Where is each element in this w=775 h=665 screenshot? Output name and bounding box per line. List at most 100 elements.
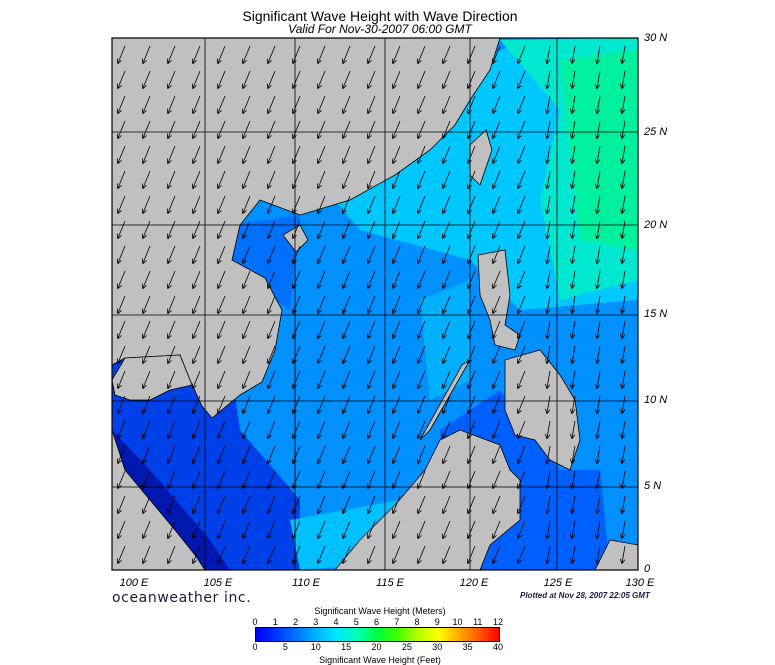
wave-arrow (518, 295, 526, 313)
wave-arrow (193, 370, 201, 388)
wave-arrow (193, 345, 201, 363)
wave-arrow (118, 370, 126, 388)
lat-label-5n: 5 N (644, 480, 662, 492)
wave-arrow (268, 495, 276, 513)
wave-arrow (597, 420, 601, 438)
wave-arrow (193, 170, 201, 188)
wave-arrow (572, 170, 576, 188)
wave-arrow (193, 220, 201, 238)
wave-arrow (547, 545, 551, 563)
wave-arrow (118, 420, 126, 438)
wave-arrow (368, 395, 376, 413)
wave-arrow (393, 245, 401, 263)
wave-arrow (193, 470, 201, 488)
wave-arrow (318, 395, 326, 413)
wave-arrow (468, 445, 476, 463)
wave-arrow (597, 445, 601, 463)
lon-label-120e: 120 E (459, 577, 489, 589)
wave-arrow (622, 270, 626, 288)
wave-arrow (622, 220, 626, 238)
wave-direction-arrows (118, 45, 626, 563)
wave-arrow (597, 495, 601, 513)
wave-arrow (218, 470, 226, 488)
wave-arrow (368, 245, 376, 263)
wave-arrow (443, 270, 451, 288)
wave-arrow (597, 395, 601, 413)
wave-arrow (143, 495, 151, 513)
wave-arrow (268, 145, 276, 163)
wave-arrow (393, 145, 401, 163)
wave-arrow (443, 95, 451, 113)
wave-arrow (168, 70, 176, 88)
wave-arrow (268, 470, 276, 488)
wave-arrow (268, 45, 276, 63)
wave-arrow (343, 120, 351, 138)
wave-arrow (622, 70, 626, 88)
lat-label-0: 0 (644, 563, 651, 575)
wave-arrow (518, 270, 526, 288)
wave-arrow (393, 45, 401, 63)
wave-arrow (418, 170, 426, 188)
wave-arrow (622, 445, 626, 463)
wave-arrow (293, 95, 301, 113)
wave-arrow (393, 170, 401, 188)
wave-arrow (493, 470, 501, 488)
wave-arrow (143, 120, 151, 138)
wave-arrow (493, 495, 501, 513)
wave-arrow (218, 345, 226, 363)
wave-arrow (622, 545, 626, 563)
wave-arrow (218, 95, 226, 113)
wave-arrow (393, 495, 401, 513)
wave-arrow (493, 395, 501, 413)
wave-arrow (572, 295, 576, 313)
wave-arrow (572, 370, 576, 388)
wave-arrow (143, 370, 151, 388)
feet-tick: 5 (282, 642, 288, 652)
lat-label-20n: 20 N (644, 219, 668, 231)
wave-arrow (393, 220, 401, 238)
wave-arrow (293, 370, 301, 388)
wave-arrow (218, 270, 226, 288)
wave-arrow (318, 120, 326, 138)
wave-arrow (597, 270, 601, 288)
wave-arrow (343, 470, 351, 488)
wave-arrow (493, 370, 501, 388)
wave-arrow (143, 295, 151, 313)
colorbar-title-feet: Significant Wave Height (Feet) (319, 655, 441, 665)
wave-arrow (143, 395, 151, 413)
wave-arrow (572, 270, 576, 288)
wave-arrow (368, 45, 376, 63)
wave-arrow (493, 295, 501, 313)
colorbar (255, 627, 500, 642)
wave-arrow (547, 145, 551, 163)
wave-arrow (168, 470, 176, 488)
wave-arrow (318, 295, 326, 313)
wave-arrow (493, 420, 501, 438)
wave-arrow (547, 495, 551, 513)
wave-arrow (622, 45, 626, 63)
wave-arrow (518, 420, 526, 438)
wave-arrow (368, 370, 376, 388)
wave-arrow (243, 345, 251, 363)
wave-arrow (118, 70, 126, 88)
wave-arrow (318, 45, 326, 63)
wave-arrow (418, 345, 426, 363)
wave-arrow (547, 95, 551, 113)
wave-arrow (443, 420, 451, 438)
wave-arrow (547, 520, 551, 538)
wave-arrow (622, 195, 626, 213)
wave-arrow (418, 95, 426, 113)
meter-tick: 3 (313, 617, 319, 627)
wave-arrow (418, 395, 426, 413)
wave-arrow (193, 45, 201, 63)
wave-arrow (418, 470, 426, 488)
wave-arrow (193, 445, 201, 463)
wave-arrow (118, 220, 126, 238)
wave-arrow (443, 170, 451, 188)
wave-arrow (218, 395, 226, 413)
wave-arrow (468, 520, 476, 538)
wave-arrow (418, 495, 426, 513)
wave-arrow (572, 495, 576, 513)
wave-arrow (318, 345, 326, 363)
wave-arrow (168, 520, 176, 538)
